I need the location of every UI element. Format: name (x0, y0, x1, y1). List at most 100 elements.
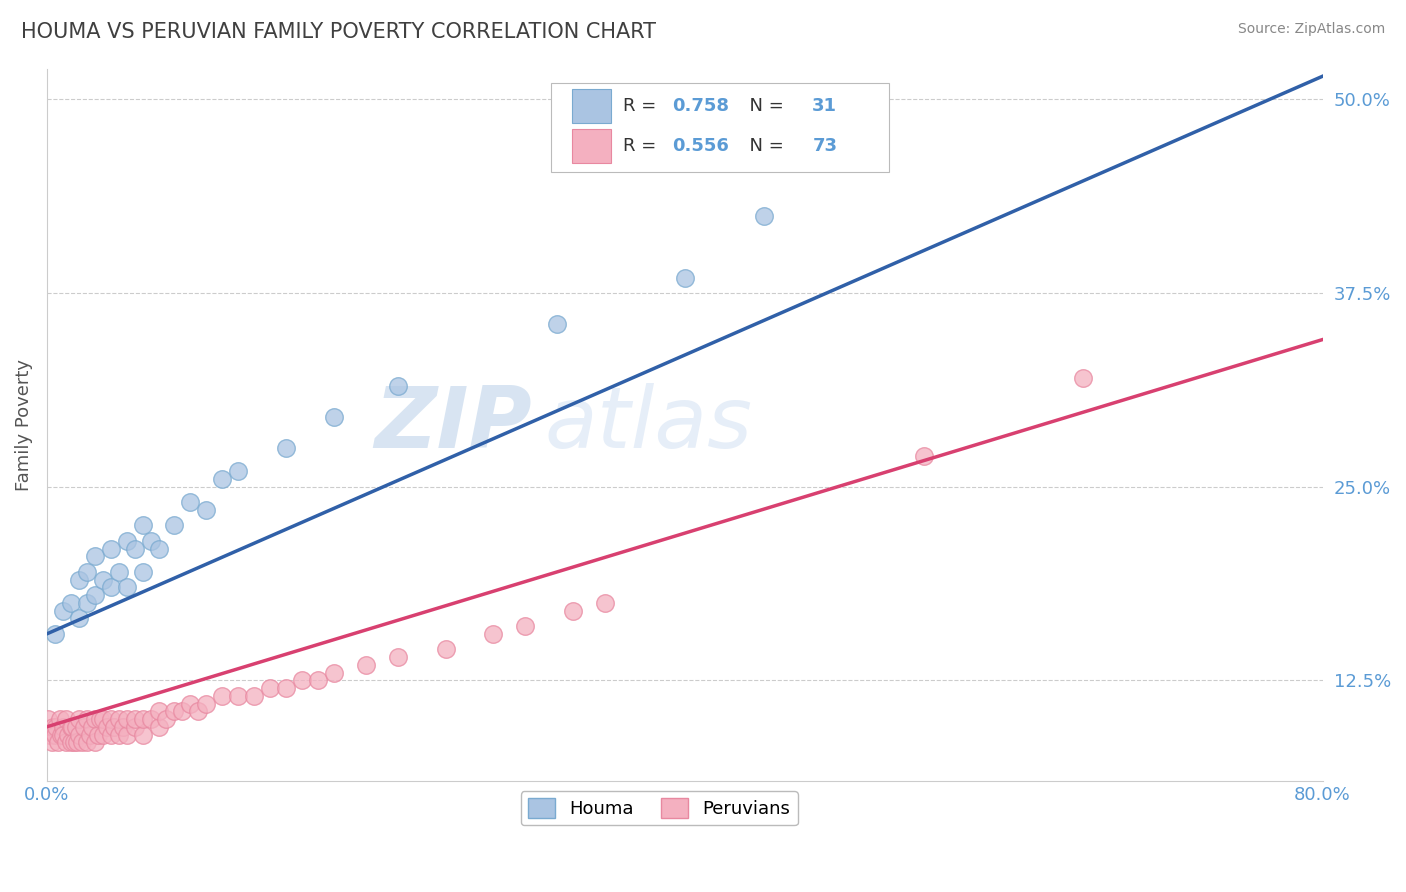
Point (80, 720, 103, 734)
Point (139, 712, 162, 726)
Point (274, 681, 297, 695)
Y-axis label: Family Poverty: Family Poverty (15, 359, 32, 491)
Point (195, 697, 218, 711)
Text: 0.758: 0.758 (672, 97, 728, 115)
Point (291, 673, 314, 688)
Point (673, 270, 696, 285)
Point (115, 727, 138, 741)
Point (139, 533, 162, 548)
Point (107, 727, 129, 741)
Point (76, 565, 98, 579)
Point (434, 642, 457, 657)
Point (546, 317, 568, 331)
Text: R =: R = (623, 97, 662, 115)
Point (131, 727, 153, 741)
Point (91, 573, 114, 587)
Point (163, 518, 186, 533)
Point (67, 712, 90, 726)
Point (482, 627, 505, 641)
Point (754, 209, 776, 223)
Point (83, 712, 105, 726)
Point (515, 619, 537, 633)
Point (148, 541, 170, 556)
Point (42, 720, 65, 734)
Point (107, 565, 129, 579)
Point (45, 720, 67, 734)
Point (83, 588, 105, 602)
Point (172, 704, 194, 718)
Point (226, 464, 249, 478)
Point (103, 720, 125, 734)
Point (72, 720, 94, 734)
Point (51, 727, 73, 741)
Point (115, 533, 138, 548)
Point (163, 704, 186, 718)
Point (44, 627, 66, 641)
Point (52, 604, 75, 618)
Point (76, 735, 98, 749)
Point (76, 712, 98, 726)
Point (83, 549, 105, 564)
Point (131, 712, 153, 726)
Point (59, 596, 82, 610)
Point (59, 720, 82, 734)
Text: N =: N = (738, 137, 790, 155)
Point (48, 712, 70, 726)
Point (259, 681, 281, 695)
FancyBboxPatch shape (572, 89, 610, 123)
Point (912, 449, 935, 463)
Text: Source: ZipAtlas.com: Source: ZipAtlas.com (1237, 22, 1385, 37)
Point (115, 581, 138, 595)
Point (307, 673, 329, 688)
Point (60, 720, 83, 734)
Point (67, 727, 90, 741)
Point (65, 720, 87, 734)
Point (211, 472, 233, 486)
Point (46, 735, 69, 749)
Point (387, 650, 409, 665)
Point (44, 727, 66, 741)
Point (100, 727, 122, 741)
Text: 0.556: 0.556 (672, 137, 728, 155)
Point (76, 596, 98, 610)
Point (52, 720, 75, 734)
Point (56, 727, 79, 741)
Text: R =: R = (623, 137, 662, 155)
Point (89, 712, 111, 726)
Text: HOUMA VS PERUVIAN FAMILY POVERTY CORRELATION CHART: HOUMA VS PERUVIAN FAMILY POVERTY CORRELA… (21, 22, 657, 42)
FancyBboxPatch shape (572, 129, 610, 163)
Point (37, 712, 59, 726)
Point (91, 727, 114, 741)
Text: 31: 31 (813, 97, 837, 115)
Point (211, 689, 233, 703)
Point (115, 712, 138, 726)
Point (179, 495, 201, 509)
Point (41, 735, 63, 749)
Point (66, 735, 89, 749)
Point (55, 712, 77, 726)
Point (52, 727, 75, 741)
Point (562, 604, 585, 618)
Point (67, 573, 90, 587)
Point (155, 712, 177, 726)
Point (107, 712, 129, 726)
Point (148, 720, 170, 734)
Point (67, 611, 90, 625)
FancyBboxPatch shape (551, 83, 889, 172)
Point (1073, 371, 1095, 385)
Point (63, 735, 86, 749)
Point (39, 727, 62, 741)
Point (274, 441, 297, 455)
Point (124, 720, 146, 734)
Point (322, 410, 344, 425)
Point (100, 541, 122, 556)
Point (179, 697, 201, 711)
Text: atlas: atlas (544, 384, 752, 467)
Text: 73: 73 (813, 137, 837, 155)
Point (131, 518, 153, 533)
Point (124, 541, 146, 556)
Text: N =: N = (738, 97, 790, 115)
Point (131, 565, 153, 579)
Point (87, 727, 110, 741)
Point (96, 720, 118, 734)
